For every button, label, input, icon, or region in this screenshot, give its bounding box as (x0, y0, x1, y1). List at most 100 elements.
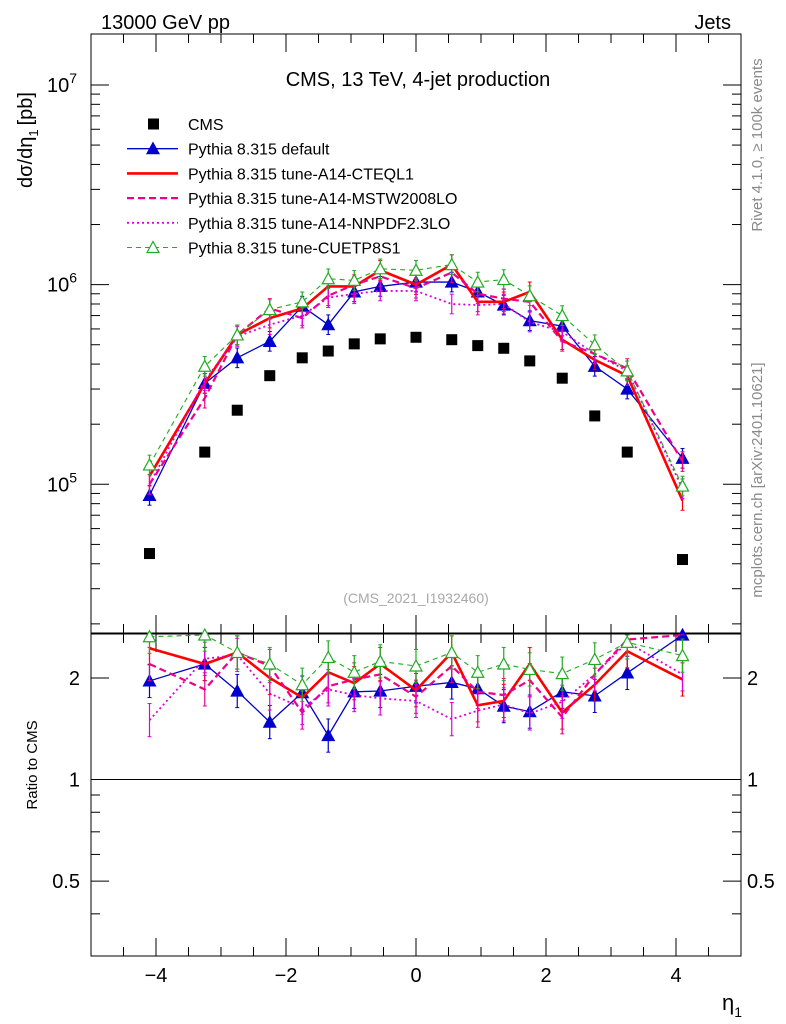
legend-label: Pythia 8.315 tune-A14-MSTW2008LO (188, 191, 457, 208)
main-point (675, 478, 690, 492)
legend-entry: Pythia 8.315 tune-A14-MSTW2008LO (127, 191, 457, 208)
main-point (321, 271, 336, 285)
main-cms-point (472, 340, 484, 352)
main-series-group (142, 254, 690, 566)
ratio-y-tick-label: 0.5 (52, 871, 80, 893)
ratio-point (496, 656, 511, 670)
main-cms-point (410, 331, 422, 343)
main-y-tick-label: 105 (47, 469, 77, 496)
main-y-axis-label-sub: 1 (26, 129, 41, 136)
legend-label: Pythia 8.315 default (188, 142, 330, 159)
ratio-point (262, 656, 277, 670)
main-point (142, 457, 157, 471)
ratio-point (321, 728, 336, 742)
ratio-point (373, 654, 388, 667)
ratio-series-3 (147, 634, 685, 738)
ratio-point (142, 629, 157, 643)
ratio-y-tick-label: 2 (69, 668, 80, 690)
ratio-axis-ticks: 0.5 0.5 1 1 2 2 −4 −2 0 2 4 (52, 634, 775, 987)
ratio-point (230, 645, 245, 659)
legend-marker (145, 240, 161, 254)
ratio-point (522, 662, 537, 676)
main-point (197, 359, 212, 372)
legend-label: Pythia 8.315 tune-A14-NNPDF2.3LO (188, 216, 450, 233)
x-tick-label: 0 (410, 965, 421, 987)
x-axis-label: η1 (722, 990, 742, 1020)
analysis-watermark: (CMS_2021_I1932460) (343, 590, 489, 606)
legend: CMS Pythia 8.315 default Pythia 8.315 tune… (127, 117, 457, 258)
main-point (321, 317, 336, 331)
main-point (444, 257, 459, 271)
main-series-5 (142, 254, 690, 497)
main-y-tick-label: 107 (47, 70, 77, 97)
main-line (148, 271, 684, 485)
x-tick-label: −2 (275, 965, 298, 987)
main-y-tick-label: 106 (47, 270, 77, 297)
main-cms-point (677, 554, 688, 566)
main-point (142, 488, 157, 501)
main-y-axis-label-main: dσ/dη (15, 137, 37, 188)
main-series-4 (147, 280, 685, 500)
main-line (149, 264, 683, 487)
main-point (262, 334, 277, 347)
main-line (148, 281, 684, 496)
ratio-point (408, 658, 424, 672)
main-point (230, 350, 245, 364)
main-y-axis-label-unit: [pb] (15, 92, 37, 125)
chart-title: CMS, 13 TeV, 4-jet production (286, 69, 551, 91)
main-point (555, 308, 570, 322)
ratio-point (587, 652, 602, 666)
legend-entry: Pythia 8.315 tune-A14-NNPDF2.3LO (127, 216, 450, 233)
ratio-y-tick-label-right: 2 (747, 668, 758, 690)
main-point (373, 261, 388, 275)
ratio-series-group (142, 627, 690, 753)
ratio-point (675, 648, 690, 662)
main-y-tick-label-base: 10 (47, 75, 69, 97)
x-axis-label-sub: 1 (734, 1004, 742, 1020)
main-cms-point (621, 446, 633, 458)
main-cms-point (556, 372, 568, 384)
main-cms-point (374, 333, 386, 345)
main-y-tick-label-exp: 6 (69, 270, 77, 286)
ratio-point (321, 650, 336, 664)
legend-label: Pythia 8.315 tune-A14-CTEQL1 (188, 166, 414, 183)
legend-entry: Pythia 8.315 default (127, 141, 330, 159)
ratio-point (620, 665, 635, 679)
main-cms-point (498, 342, 510, 354)
main-y-axis-label: dσ/dη1 [pb] (15, 92, 41, 188)
main-point (347, 273, 362, 287)
legend-entry: Pythia 8.315 tune-CUETP8S1 (127, 240, 401, 258)
ratio-y-tick-label-right: 1 (747, 770, 758, 792)
ratio-point (470, 664, 485, 678)
ratio-point (555, 666, 570, 680)
main-point (587, 337, 602, 351)
main-cms-point (322, 345, 334, 357)
x-axis-label-main: η (722, 990, 734, 1015)
main-cms-point (231, 404, 243, 416)
legend-entry: Pythia 8.315 tune-A14-CTEQL1 (127, 166, 414, 183)
main-point (295, 294, 310, 308)
main-cms-point (589, 410, 601, 422)
main-point (620, 381, 635, 395)
x-tick-label: −4 (145, 965, 168, 987)
main-y-tick-label-exp: 5 (69, 469, 77, 485)
ratio-y-axis-label: Ratio to CMS (24, 720, 41, 809)
main-point (262, 302, 277, 316)
ratio-point (197, 627, 212, 641)
main-line (148, 290, 684, 490)
ratio-series-4 (142, 627, 690, 702)
main-y-tick-label-exp: 7 (69, 70, 77, 86)
main-cms-point (446, 334, 458, 346)
x-tick-label: 2 (540, 965, 551, 987)
main-point (230, 327, 245, 341)
ratio-point (295, 677, 310, 691)
rivet-version-label: Rivet 4.1.0, ≥ 100k events (749, 58, 766, 231)
legend-entry: CMS (148, 117, 224, 134)
legend-marker (148, 118, 159, 130)
main-series-1 (142, 271, 690, 506)
main-y-tick-label-base: 10 (47, 275, 69, 297)
ratio-point (347, 664, 362, 678)
legend-label: CMS (188, 117, 224, 134)
